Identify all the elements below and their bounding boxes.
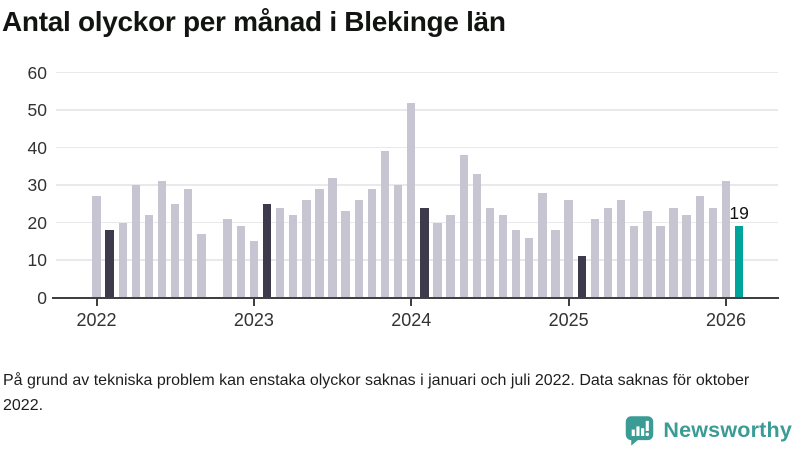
x-axis-tick-2024 (410, 299, 413, 306)
x-axis-tick-2023 (252, 299, 255, 306)
y-axis-label-10: 10 (27, 250, 47, 270)
bar-chart-area: 0 10 20 30 40 50 60 2022 2023 2024 2025 2026 19 (27, 62, 779, 330)
bar-2023-07 (328, 177, 337, 297)
y-axis-label-60: 60 (27, 62, 47, 83)
bar-2024-03 (433, 222, 442, 297)
x-axis-label-2022: 2022 (76, 310, 117, 330)
bar-2025-07 (643, 211, 652, 297)
bar-2022-02 (105, 230, 114, 297)
gridline-30 (56, 184, 778, 186)
bar-2024-08 (498, 215, 508, 297)
bar-2025-09 (669, 207, 678, 297)
bar-2022-12 (236, 226, 245, 297)
bar-2024-10 (525, 237, 534, 297)
bar-2025-12 (708, 207, 718, 297)
bar-2022-01 (92, 196, 101, 297)
y-axis-label-20: 20 (27, 212, 47, 233)
bar-2022-04 (131, 185, 141, 297)
bar-2025-11 (695, 196, 704, 297)
bar-2022-08 (184, 188, 193, 297)
bar-2024-01 (407, 102, 416, 297)
y-axis-label-40: 40 (27, 137, 47, 158)
bar-2022-11 (223, 218, 232, 297)
x-axis-label-2023: 2023 (233, 310, 274, 330)
brand-name: Newsworthy (663, 418, 792, 442)
x-axis-tick-2022 (95, 299, 98, 306)
x-axis-line (52, 296, 779, 299)
bar-2023-08 (341, 211, 350, 297)
bar-2024-06 (472, 173, 482, 297)
gridline-20 (56, 221, 778, 224)
bar-2024-02 (420, 207, 429, 297)
bar-2022-06 (157, 181, 167, 297)
gridline-60 (56, 71, 778, 74)
bar-2025-04 (603, 207, 613, 297)
bar-2024-09 (511, 230, 521, 297)
bar-2025-02 (577, 256, 586, 297)
newsworthy-logo: Newsworthy (623, 414, 792, 447)
x-axis-label-2025: 2025 (548, 310, 589, 330)
bar-2023-05 (302, 200, 311, 297)
bar-2023-06 (315, 188, 324, 297)
bar-2025-06 (630, 226, 639, 297)
bar-2025-05 (616, 200, 626, 297)
bar-2026-01 (721, 181, 731, 297)
bar-2022-05 (144, 215, 154, 297)
gridline-50 (56, 109, 778, 111)
chart-footnote: På grund av tekniska problem kan enstaka… (3, 372, 750, 414)
y-axis-label-50: 50 (27, 100, 47, 120)
bar-2025-08 (656, 226, 665, 297)
bar-2023-02 (262, 203, 272, 297)
x-axis-label-2026: 2026 (705, 310, 747, 330)
chart-title: Antal olyckor per månad i Blekinge län (2, 6, 506, 37)
bar-2025-03 (590, 218, 600, 297)
bar-2022-03 (118, 222, 127, 297)
bar-2023-11 (380, 151, 390, 297)
bar-2023-09 (354, 200, 363, 297)
x-axis-tick-2026 (725, 299, 728, 306)
y-axis-label-30: 30 (27, 175, 47, 195)
x-axis-label-2024: 2024 (391, 310, 432, 330)
bar-2023-10 (367, 188, 377, 297)
bar-2023-03 (275, 207, 285, 297)
latest-value-label: 19 (729, 203, 749, 224)
bar-2023-04 (289, 215, 298, 297)
bar-2024-12 (551, 230, 560, 297)
bar-2023-12 (393, 185, 403, 297)
bar-2024-11 (538, 192, 547, 297)
gridline-10 (56, 259, 778, 261)
bar-2024-07 (485, 207, 495, 297)
bar-2025-01 (564, 200, 573, 297)
bar-2024-04 (446, 215, 455, 297)
y-axis-label-0: 0 (37, 287, 47, 308)
bar-2024-05 (459, 155, 468, 297)
bar-2022-09 (197, 233, 206, 297)
bar-2023-01 (249, 241, 259, 297)
bar-2022-07 (170, 203, 180, 297)
gridline-40 (56, 146, 778, 149)
newsworthy-logo-icon (623, 414, 656, 447)
bar-2025-10 (682, 215, 691, 297)
bar-2026-02 (734, 226, 744, 297)
x-axis-tick-2025 (567, 299, 570, 306)
